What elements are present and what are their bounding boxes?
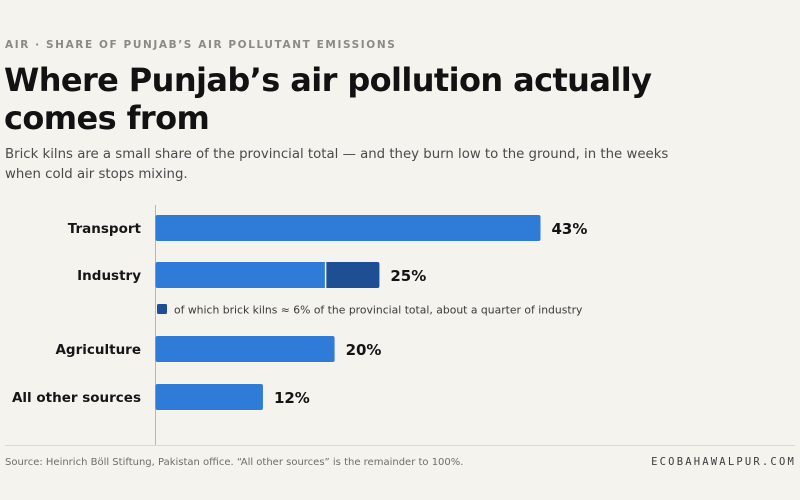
chart-title: Where Punjab’s air pollution actually co… — [4, 61, 652, 137]
value-label-industry: 25% — [390, 267, 426, 285]
value-label-transport: 43% — [552, 220, 588, 238]
kicker: AIR · SHARE OF PUNJAB’S AIR POLLUTANT EM… — [5, 39, 397, 51]
brand-logo: ECOBAHAWALPUR.COM — [651, 456, 796, 468]
footer-divider — [5, 445, 795, 446]
category-label-industry: Industry — [77, 268, 141, 284]
chart-subtitle: Brick kilns are a small share of the pro… — [5, 147, 669, 182]
bar-all-other-sources — [155, 384, 263, 410]
bar-chart: Transport 43% Industry 25% Agriculture 20% All… — [12, 205, 588, 445]
bar-agriculture — [155, 336, 335, 362]
category-label-transport: Transport — [68, 221, 142, 237]
category-label-all-other-sources: All other sources — [12, 390, 141, 406]
source-note: Source: Heinrich Böll Stiftung, Pakistan… — [5, 457, 464, 468]
legend-swatch-brick-kilns — [157, 304, 167, 314]
bar-industry — [155, 262, 380, 288]
bar-segment-brick-kilns — [325, 262, 380, 288]
legend-note-brick-kilns: of which brick kilns ≈ 6% of the provinc… — [174, 304, 583, 317]
value-label-agriculture: 20% — [346, 341, 382, 359]
value-label-all-other-sources: 12% — [274, 389, 310, 407]
bar-transport — [155, 215, 541, 241]
category-label-agriculture: Agriculture — [55, 342, 141, 358]
